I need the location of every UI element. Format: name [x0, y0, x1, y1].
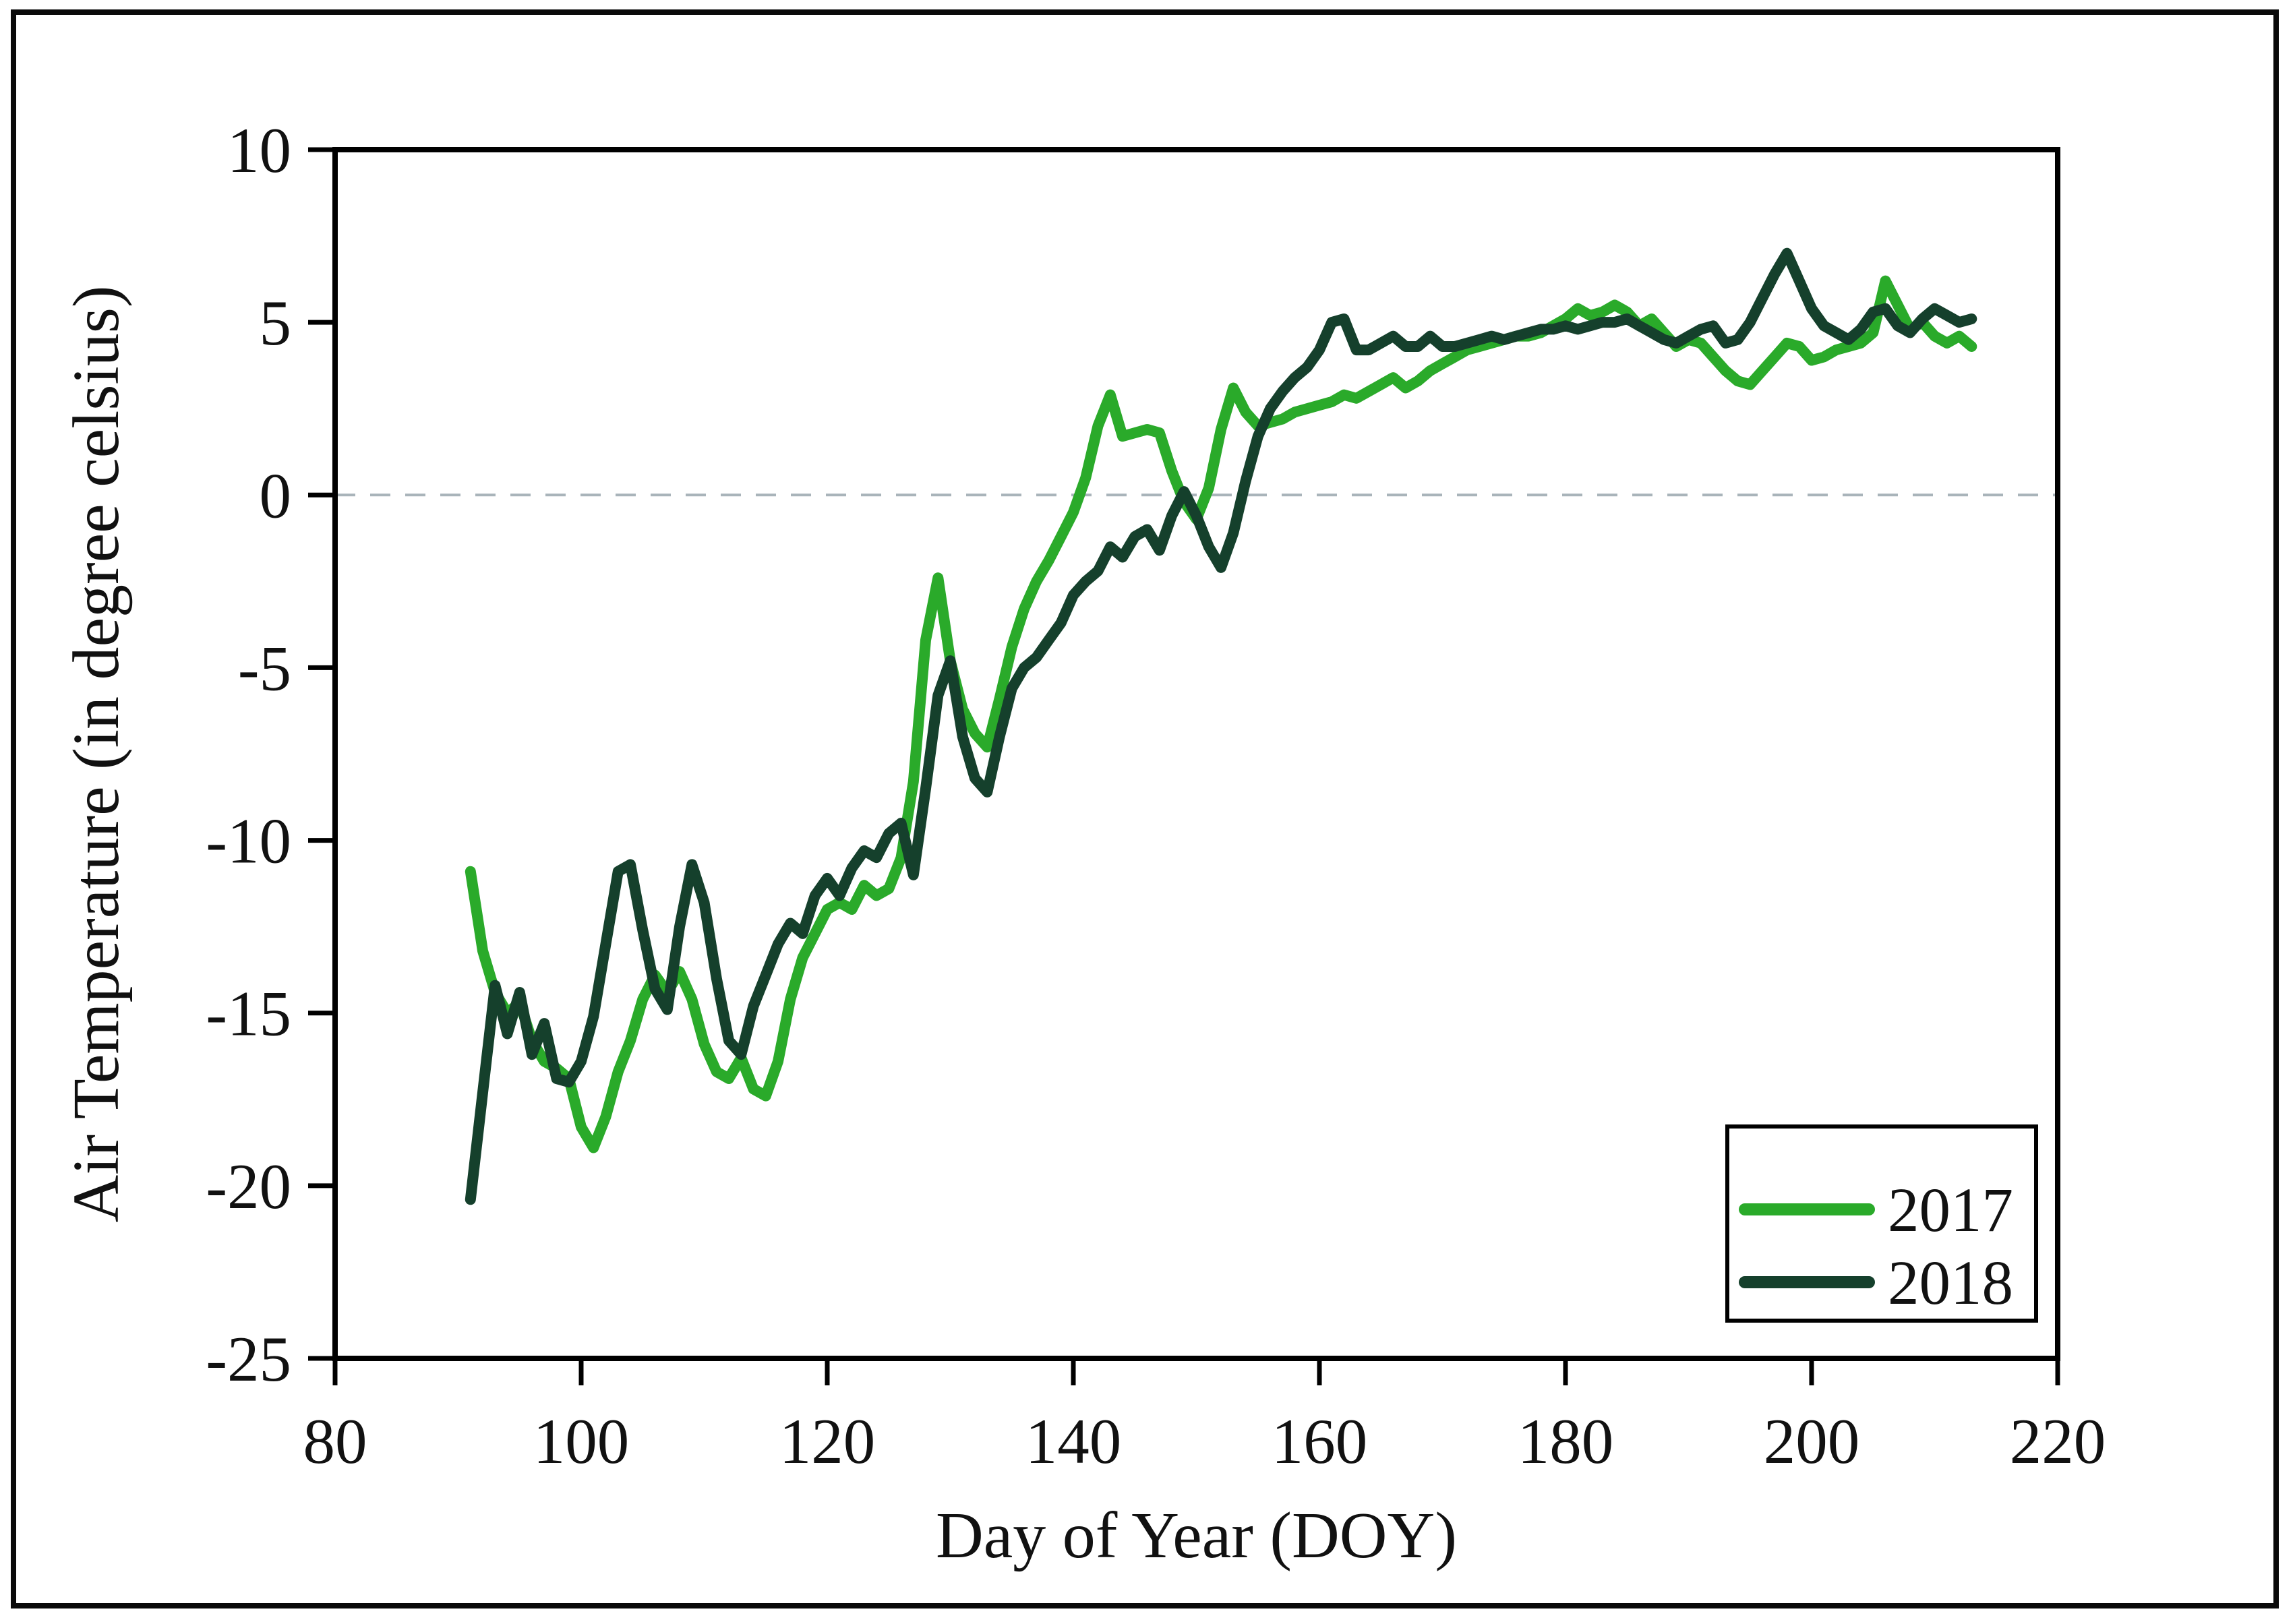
y-tick-label-5: 5 — [260, 287, 292, 359]
x-tick-label-180: 180 — [1518, 1406, 1614, 1477]
x-tick-label-160: 160 — [1272, 1406, 1368, 1477]
y-tick-label--15: -15 — [206, 978, 291, 1050]
x-tick-label-120: 120 — [779, 1406, 876, 1477]
legend-label-2017: 2017 — [1888, 1176, 2013, 1245]
y-tick-label--20: -20 — [206, 1151, 291, 1222]
x-tick-label-100: 100 — [533, 1406, 630, 1477]
x-tick-label-220: 220 — [2010, 1406, 2106, 1477]
y-axis-title: Air Temperature (in degree celsius) — [60, 286, 133, 1223]
x-tick-label-80: 80 — [303, 1406, 367, 1477]
y-tick-label--10: -10 — [206, 806, 291, 877]
legend-label-2018: 2018 — [1888, 1249, 2013, 1318]
plot-area: 80 100 120 140 160 180 200 220 10 5 0 -5 -10 -15 -20 -2… — [60, 115, 2106, 1572]
y-tick-label-10: 10 — [227, 115, 291, 186]
x-tick-label-140: 140 — [1025, 1406, 1122, 1477]
y-tick-label--25: -25 — [206, 1323, 291, 1395]
x-axis-title: Day of Year (DOY) — [936, 1499, 1457, 1572]
x-tick-label-200: 200 — [1764, 1406, 1860, 1477]
series-line-2018 — [465, 247, 1977, 1205]
plot-frame — [332, 147, 2060, 1361]
y-tick-label-0: 0 — [260, 460, 292, 531]
series-line-2017 — [465, 275, 1977, 1153]
y-tick-label--5: -5 — [238, 632, 291, 704]
figure-border — [11, 9, 2279, 1608]
